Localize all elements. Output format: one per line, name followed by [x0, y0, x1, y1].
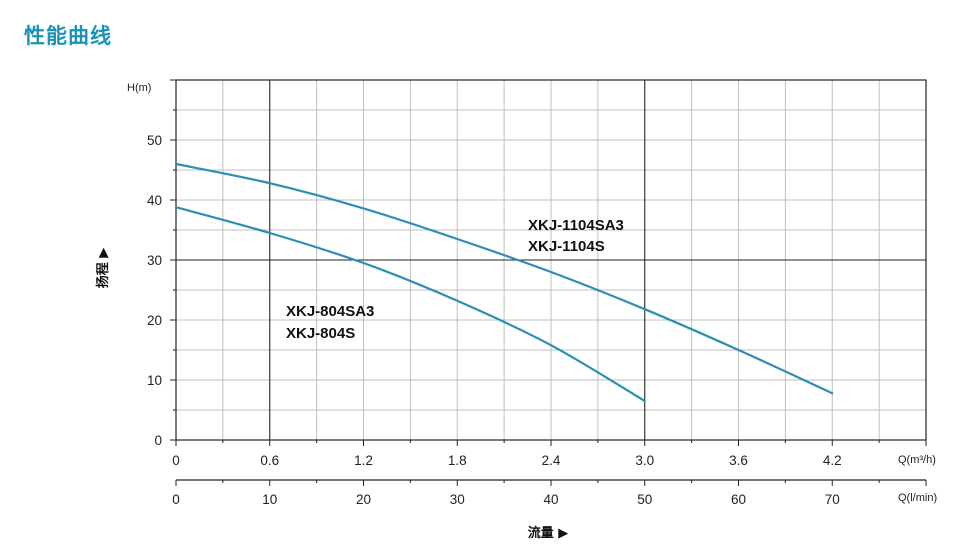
- y-tick-label: 20: [147, 313, 162, 328]
- x-tick-label: 1.2: [354, 453, 373, 468]
- x-tick-label: 3.0: [635, 453, 654, 468]
- chart-curves: [174, 162, 834, 403]
- y-axis-cn-label: 扬程 ▶: [95, 248, 111, 289]
- series-label-804-line1: XKJ-804SA3: [286, 303, 374, 320]
- chart-grid: [170, 79, 927, 486]
- x-tick-label: 4.2: [823, 453, 842, 468]
- x-tick-label: 3.6: [729, 453, 748, 468]
- x-tick-label: 0: [172, 453, 180, 468]
- performance-curve-0: [174, 162, 834, 395]
- x-axis-primary-unit-label: Q(m³/h): [898, 454, 936, 466]
- secondary-x-tick-label: 10: [262, 492, 277, 507]
- performance-curve-1: [174, 206, 646, 403]
- chart-tick-labels: 0 10 20 30 40 50 0 0.6 1.2 1.8 2.4 3.0 3.6 4.2 0 10 20 30…: [147, 133, 842, 507]
- x-tick-label: 0.6: [260, 453, 279, 468]
- y-tick-label: 50: [147, 133, 162, 148]
- secondary-x-tick-label: 30: [450, 492, 465, 507]
- secondary-x-tick-label: 40: [543, 492, 558, 507]
- x-axis-cn-label: 流量 ▶: [528, 525, 569, 541]
- x-axis-secondary-unit-label: Q(l/min): [898, 492, 937, 504]
- series-label-1104-line2: XKJ-1104S: [528, 238, 605, 255]
- x-tick-label: 1.8: [448, 453, 467, 468]
- y-axis-unit-label: H(m): [127, 82, 151, 94]
- y-tick-label: 40: [147, 193, 162, 208]
- secondary-x-tick-label: 70: [825, 492, 840, 507]
- y-tick-label: 0: [154, 433, 162, 448]
- y-tick-label: 10: [147, 373, 162, 388]
- y-tick-label: 30: [147, 253, 162, 268]
- series-label-1104-line1: XKJ-1104SA3: [528, 217, 624, 234]
- x-tick-label: 2.4: [542, 453, 561, 468]
- secondary-x-tick-label: 60: [731, 492, 746, 507]
- page-title: 性能曲线: [24, 24, 112, 48]
- series-label-804-line2: XKJ-804S: [286, 325, 355, 342]
- secondary-x-tick-label: 0: [172, 492, 180, 507]
- secondary-x-tick-label: 50: [637, 492, 652, 507]
- secondary-x-tick-label: 20: [356, 492, 371, 507]
